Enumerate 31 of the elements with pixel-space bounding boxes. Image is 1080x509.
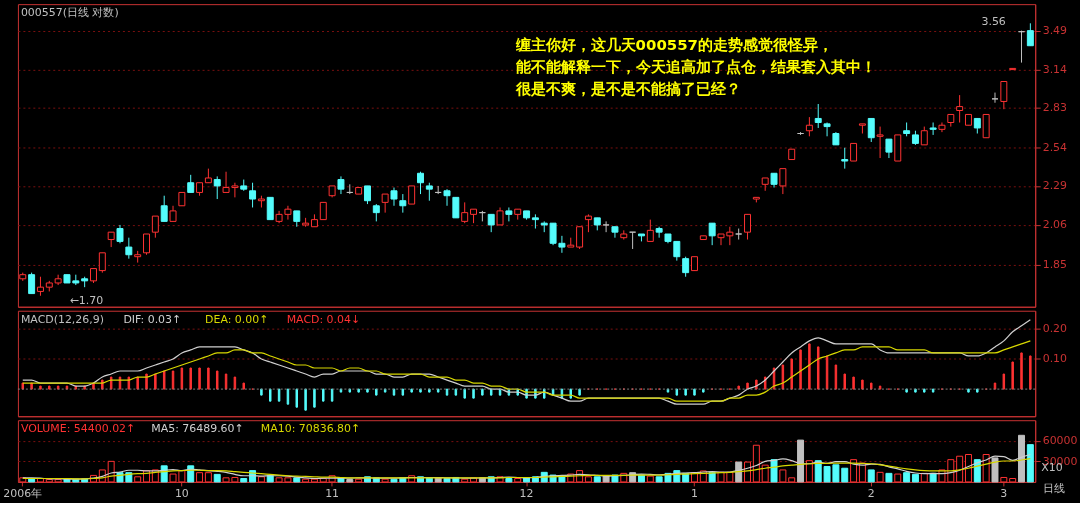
y-tick-label: 2.29	[1042, 179, 1068, 193]
annotation: 能不能解释一下，今天追高加了点仓，结果套入其中！	[515, 57, 876, 76]
x-tick-label: 11	[325, 487, 340, 501]
annotation: 很是不爽，是不是不能搞了已经？	[514, 79, 741, 98]
x-tick-label: 1	[691, 487, 698, 501]
y-tick-label: 0.20	[1042, 322, 1068, 336]
x-tick-label: 2	[867, 487, 875, 501]
text: 日线	[1043, 481, 1066, 495]
x-tick-label: 10	[174, 487, 189, 501]
y-tick-label: 0.10	[1042, 352, 1068, 366]
y-tick-label: 3.49	[1042, 24, 1068, 38]
text: DIF: 0.03↑	[123, 312, 182, 326]
y-tick-label: 2.06	[1042, 218, 1068, 232]
y-tick-label: 2.83	[1042, 101, 1068, 115]
y-tick-label: 1.85	[1042, 258, 1068, 272]
y-tick-label: 3.14	[1042, 63, 1068, 77]
y-tick-label: 60000	[1042, 434, 1078, 448]
y-tick-label: 2.54	[1042, 141, 1068, 155]
text: DEA: 0.00↑	[205, 312, 269, 326]
text: MA10: 70836.80↑	[260, 422, 361, 436]
x-tick-label: 2006年	[3, 487, 43, 501]
chart-title: MACD(12,26,9)	[20, 312, 104, 326]
annotation: ←1.70	[69, 293, 104, 307]
text: MACD: 0.04↓	[286, 312, 361, 326]
text: MA5: 76489.60↑	[151, 422, 244, 436]
annotation: 缠主你好，这几天000557的走势感觉很怪异，	[514, 35, 833, 54]
annotation: 3.56	[981, 15, 1006, 29]
chart-title: 000557(日线 对数)	[20, 6, 119, 20]
x-tick-label: 3	[1000, 487, 1008, 501]
text: VOLUME: 54400.02↑	[20, 422, 136, 436]
x-tick-label: 12	[519, 487, 534, 501]
